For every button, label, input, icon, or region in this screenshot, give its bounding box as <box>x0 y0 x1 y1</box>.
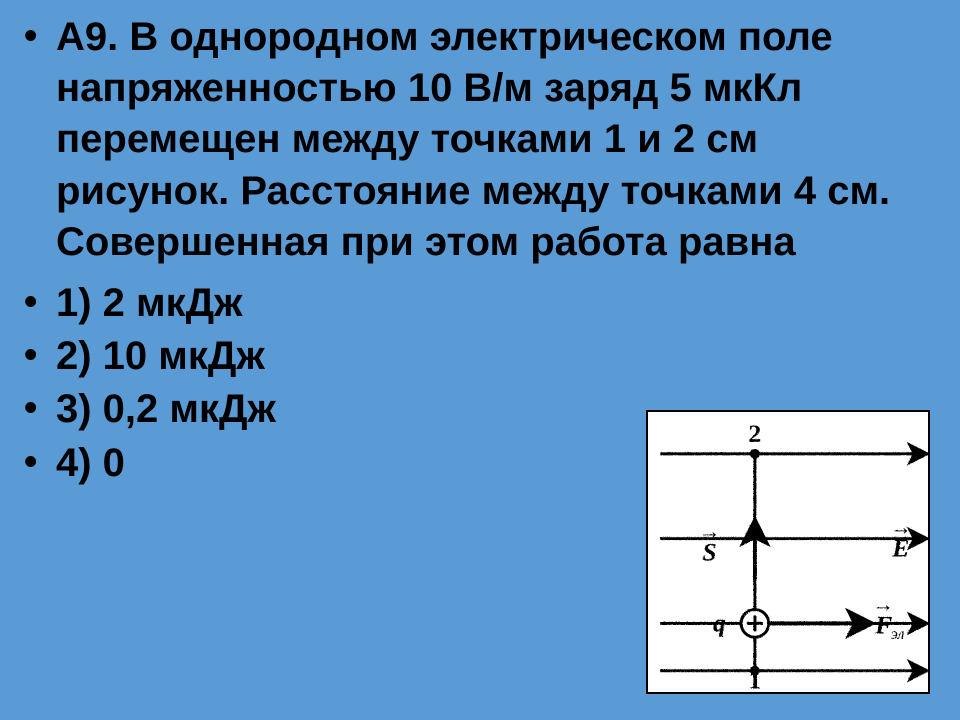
option-1: 1) 2 мкДж <box>56 278 924 329</box>
field-diagram: 21S→E→qFэл→ <box>646 410 930 694</box>
svg-text:→: → <box>698 519 720 543</box>
svg-text:2: 2 <box>748 419 761 448</box>
diagram-svg: 21S→E→qFэл→ <box>648 412 928 692</box>
svg-text:→: → <box>890 515 912 539</box>
svg-text:1: 1 <box>748 665 761 692</box>
question-text: А9. В однородном электрическом поле напр… <box>56 12 924 268</box>
svg-text:→: → <box>872 592 894 616</box>
svg-text:эл: эл <box>891 626 905 643</box>
svg-text:q: q <box>713 608 726 637</box>
option-2: 2) 10 мкДж <box>56 331 924 382</box>
